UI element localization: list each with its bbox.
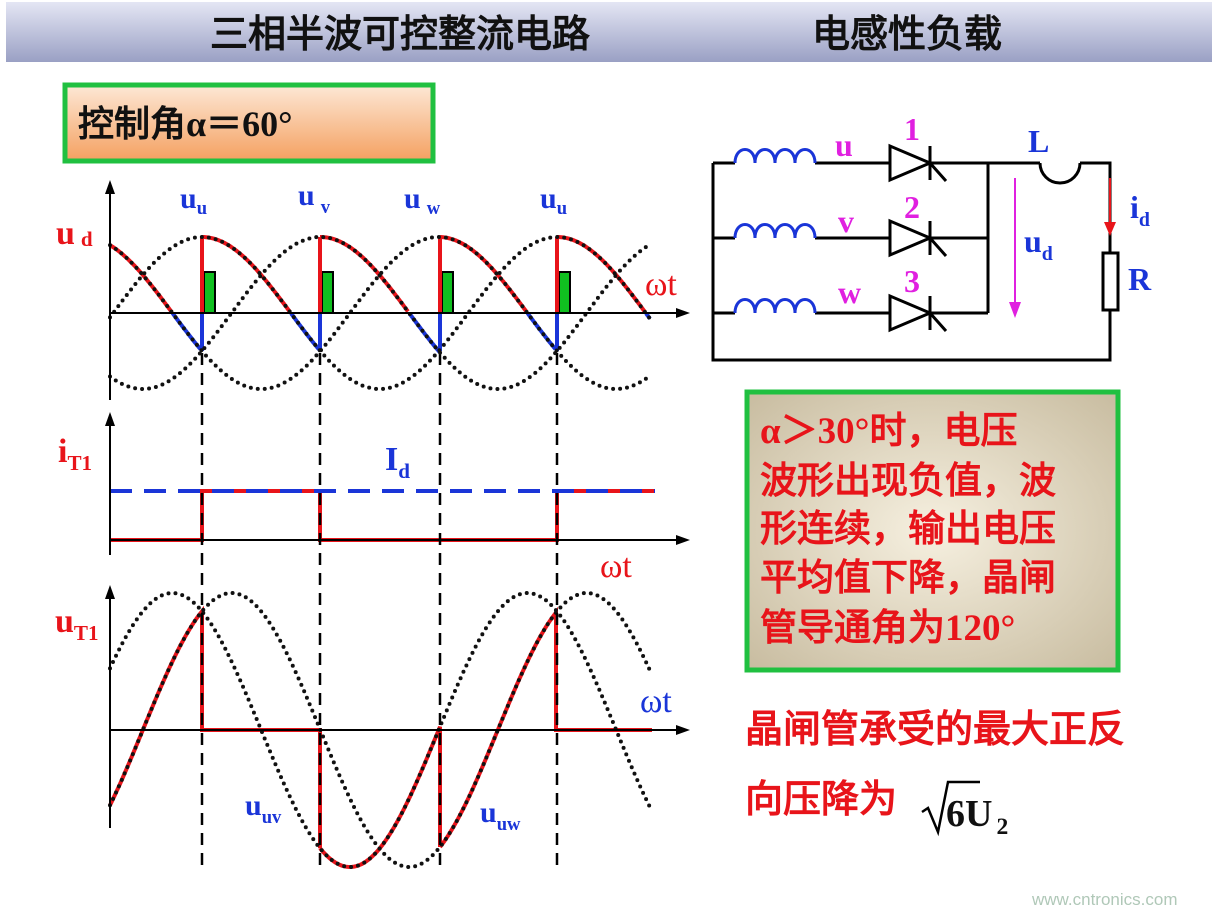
note-line: α＞30°时，电压: [760, 410, 1017, 452]
text-part: uv: [262, 807, 282, 828]
text-part: w: [427, 198, 441, 219]
gate-pulse: [441, 271, 454, 314]
text-part: T1: [74, 621, 99, 645]
text-part: u: [404, 182, 421, 215]
note-line: 管导通角为120°: [760, 607, 1015, 649]
header-bar: [6, 2, 1212, 62]
uuv-curve: [108, 590, 652, 870]
formula: 6U 2: [946, 793, 1008, 840]
angle-box: [62, 82, 436, 164]
uuw-label: uuw: [480, 796, 521, 835]
radical-sign: [921, 780, 980, 837]
text-part: u: [557, 198, 567, 219]
id-label: Id: [385, 441, 410, 483]
text-part: T1: [67, 451, 92, 475]
ut1-wave: [318, 726, 442, 870]
text-part: u: [197, 198, 207, 219]
axis-label: ωt: [645, 266, 677, 303]
phase-label: uu: [180, 182, 207, 219]
phase-curve: [108, 235, 652, 391]
note-box: [744, 389, 1121, 673]
note-line: 波形出现负值，波: [760, 460, 1056, 502]
text-part: 2: [996, 814, 1008, 840]
phase-name: w: [838, 274, 861, 310]
text-part: u: [540, 182, 557, 215]
gate-pulse: [203, 271, 216, 314]
current-label: id: [1130, 189, 1150, 231]
footer: 晶闸管承受的最大正反 向压降为: [745, 709, 1125, 821]
resistor-label: R: [1128, 261, 1152, 297]
note-line: 平均值下降，晶闸: [760, 557, 1056, 599]
it1-label: iT1: [58, 433, 92, 475]
text-part: u: [55, 603, 74, 640]
text-part: d: [1139, 209, 1150, 231]
header-subtitle: 电感性负载: [812, 14, 1002, 56]
text-part: u: [480, 796, 497, 829]
uuv-label: uuv: [245, 789, 282, 828]
watermark: www.cntronics.com: [1031, 890, 1177, 909]
text-part: I: [385, 441, 398, 478]
thyristor-number: 3: [904, 263, 920, 299]
text-part: d: [1042, 243, 1053, 265]
text-part: u: [298, 179, 315, 212]
axis-label: ωt: [640, 683, 672, 720]
gate-pulse: [321, 271, 334, 314]
text-part: v: [321, 197, 331, 218]
text-part: i: [58, 433, 67, 470]
phase-label: uu: [540, 182, 567, 219]
circuit: [711, 143, 1120, 362]
text-part: u: [180, 182, 197, 215]
phase-name: u: [835, 127, 853, 163]
label-sub: d: [81, 227, 93, 251]
text-part: U: [965, 793, 992, 835]
label-main: u: [56, 215, 75, 252]
ut1-label: uT1: [55, 603, 99, 645]
footer-line: 向压降为: [745, 779, 897, 821]
note: α＞30°时，电压 波形出现负值，波 形连续，输出电压 平均值下降，晶闸 管导通…: [760, 410, 1056, 649]
note-line: 形连续，输出电压: [760, 508, 1056, 550]
axis-label: ωt: [600, 548, 632, 585]
text-part: 6: [946, 793, 965, 835]
gate-pulse: [558, 271, 571, 314]
text-part: u: [1024, 223, 1042, 259]
text-part: u: [245, 789, 262, 822]
phase-curve: [108, 235, 652, 391]
text-part: i: [1130, 189, 1139, 225]
circuit-labels: u v w 1 2 3 L id ud R: [835, 111, 1152, 310]
ud-negative: [525, 311, 558, 351]
voltage-label: ud: [1024, 223, 1053, 265]
thyristor-number: 1: [904, 111, 920, 147]
phase-name: v: [838, 203, 854, 239]
header-title: 三相半波可控整流电路: [210, 14, 591, 56]
thyristor-number: 2: [904, 189, 920, 225]
text-part: uw: [497, 814, 521, 835]
inductor-label: L: [1028, 123, 1049, 159]
text-part: d: [398, 459, 410, 483]
angle-text: 控制角α＝60°: [78, 104, 293, 144]
footer-line: 晶闸管承受的最大正反: [745, 709, 1125, 751]
